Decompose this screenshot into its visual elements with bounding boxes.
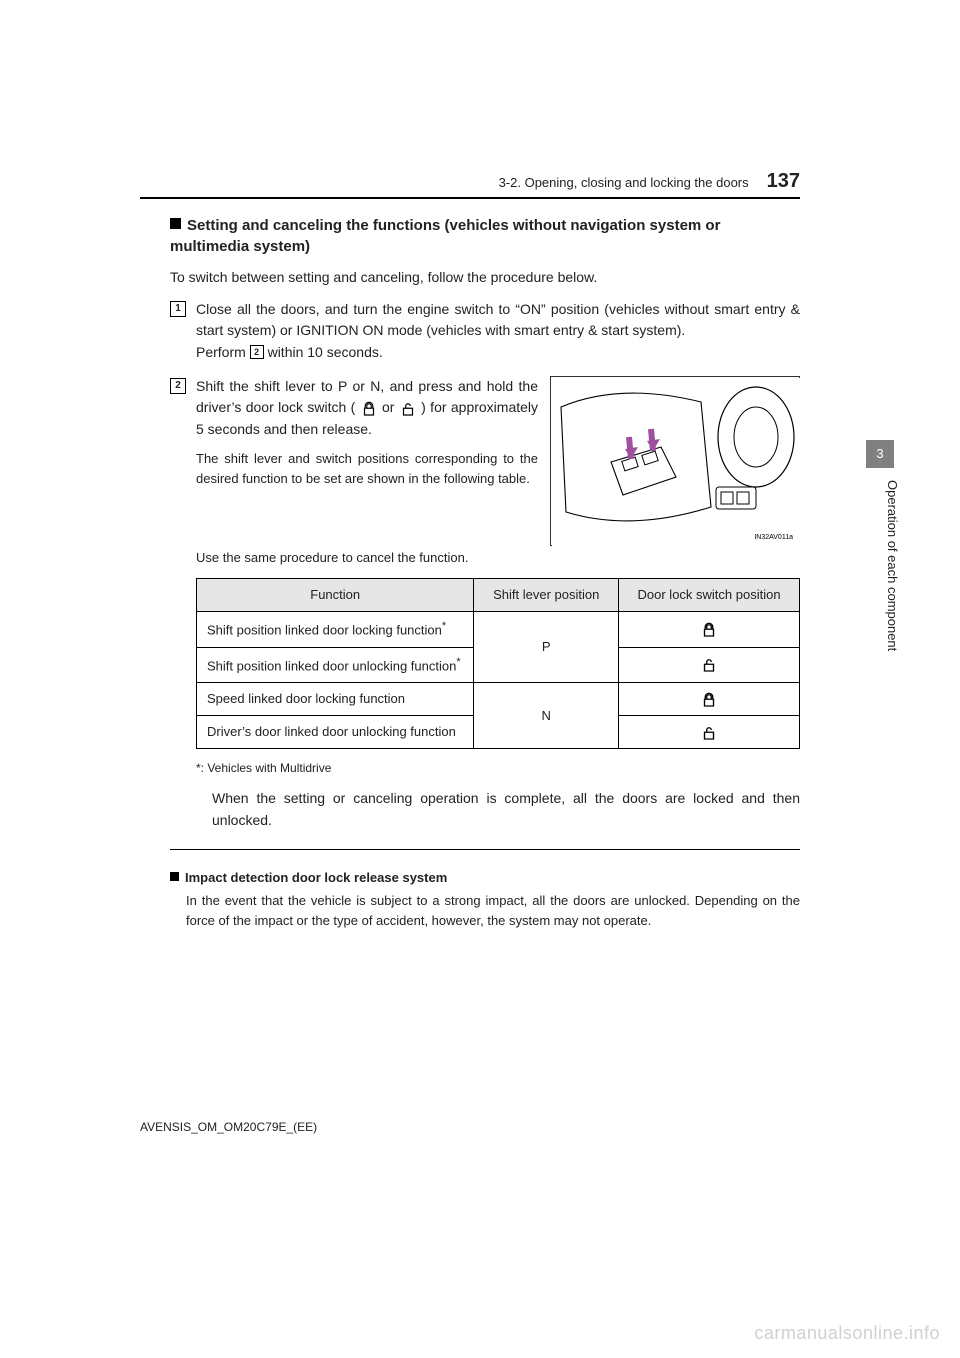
heading-impact-text: Impact detection door lock release syste… xyxy=(185,870,447,885)
fn-label: Shift position linked door unlocking fun… xyxy=(207,658,456,673)
step-number-1-icon: 1 xyxy=(170,301,186,317)
fn-label: Driver’s door linked door unlocking func… xyxy=(207,724,456,739)
fn-label: Shift position linked door locking funct… xyxy=(207,622,442,637)
heading-impact: Impact detection door lock release syste… xyxy=(170,870,800,885)
impact-body: In the event that the vehicle is subject… xyxy=(186,891,800,931)
table-row: Shift position linked door locking funct… xyxy=(197,612,800,647)
page-header: 3-2. Opening, closing and locking the do… xyxy=(140,170,800,199)
lever-n: N xyxy=(474,682,619,748)
lock-icon xyxy=(360,400,378,418)
th-shift-lever: Shift lever position xyxy=(474,578,619,611)
section-divider xyxy=(170,849,800,850)
page-number: 137 xyxy=(767,170,800,193)
unlock-icon xyxy=(399,400,417,418)
table-footnote: *: Vehicles with Multidrive xyxy=(196,759,800,778)
watermark: carmanualsonline.info xyxy=(754,1323,940,1344)
lock-icon xyxy=(700,621,718,639)
intro-paragraph: To switch between setting and canceling,… xyxy=(170,267,800,289)
step-1-line2a: Perform xyxy=(196,344,250,360)
square-bullet-icon xyxy=(170,218,181,229)
heading-setting-canceling: Setting and canceling the functions (veh… xyxy=(170,215,800,257)
page-content: 3-2. Opening, closing and locking the do… xyxy=(140,170,800,942)
diagram-label: IN32AV011a xyxy=(754,534,793,541)
side-chapter-label: Operation of each component xyxy=(880,480,900,780)
square-bullet-icon xyxy=(170,872,179,881)
step-2-use: Use the same procedure to cancel the fun… xyxy=(196,548,800,568)
fn-label: Speed linked door locking function xyxy=(207,691,405,706)
step-number-2-icon: 2 xyxy=(170,378,186,394)
lever-p: P xyxy=(474,612,619,683)
door-switch-diagram: IN32AV011a xyxy=(550,376,800,546)
step-1: 1 Close all the doors, and turn the engi… xyxy=(170,299,800,364)
function-table: Function Shift lever position Door lock … xyxy=(196,578,800,749)
step-2-note: The shift lever and switch positions cor… xyxy=(196,449,538,489)
after-table-note: When the setting or canceling operation … xyxy=(212,788,800,831)
th-function: Function xyxy=(197,578,474,611)
th-door-lock: Door lock switch position xyxy=(619,578,800,611)
step-1-line2b: within 10 seconds. xyxy=(264,344,383,360)
lock-icon xyxy=(700,691,718,709)
step-2-text: Shift the shift lever to P or N, and pre… xyxy=(196,376,538,499)
step-2-text2: or xyxy=(382,399,399,415)
inline-step-2-icon: 2 xyxy=(250,345,264,359)
table-row: Speed linked door locking function N xyxy=(197,682,800,715)
step-1-line1: Close all the doors, and turn the engine… xyxy=(196,301,800,339)
side-chapter-tab: 3 xyxy=(866,440,894,468)
unlock-icon xyxy=(700,724,718,742)
heading-text: Setting and canceling the functions (veh… xyxy=(170,217,720,255)
section-title: 3-2. Opening, closing and locking the do… xyxy=(499,175,749,190)
step-1-body: Close all the doors, and turn the engine… xyxy=(196,299,800,364)
step-2: 2 Shift the shift lever to P or N, and p… xyxy=(170,376,800,831)
footer-doc-id: AVENSIS_OM_OM20C79E_(EE) xyxy=(140,1120,317,1134)
unlock-icon xyxy=(700,656,718,674)
